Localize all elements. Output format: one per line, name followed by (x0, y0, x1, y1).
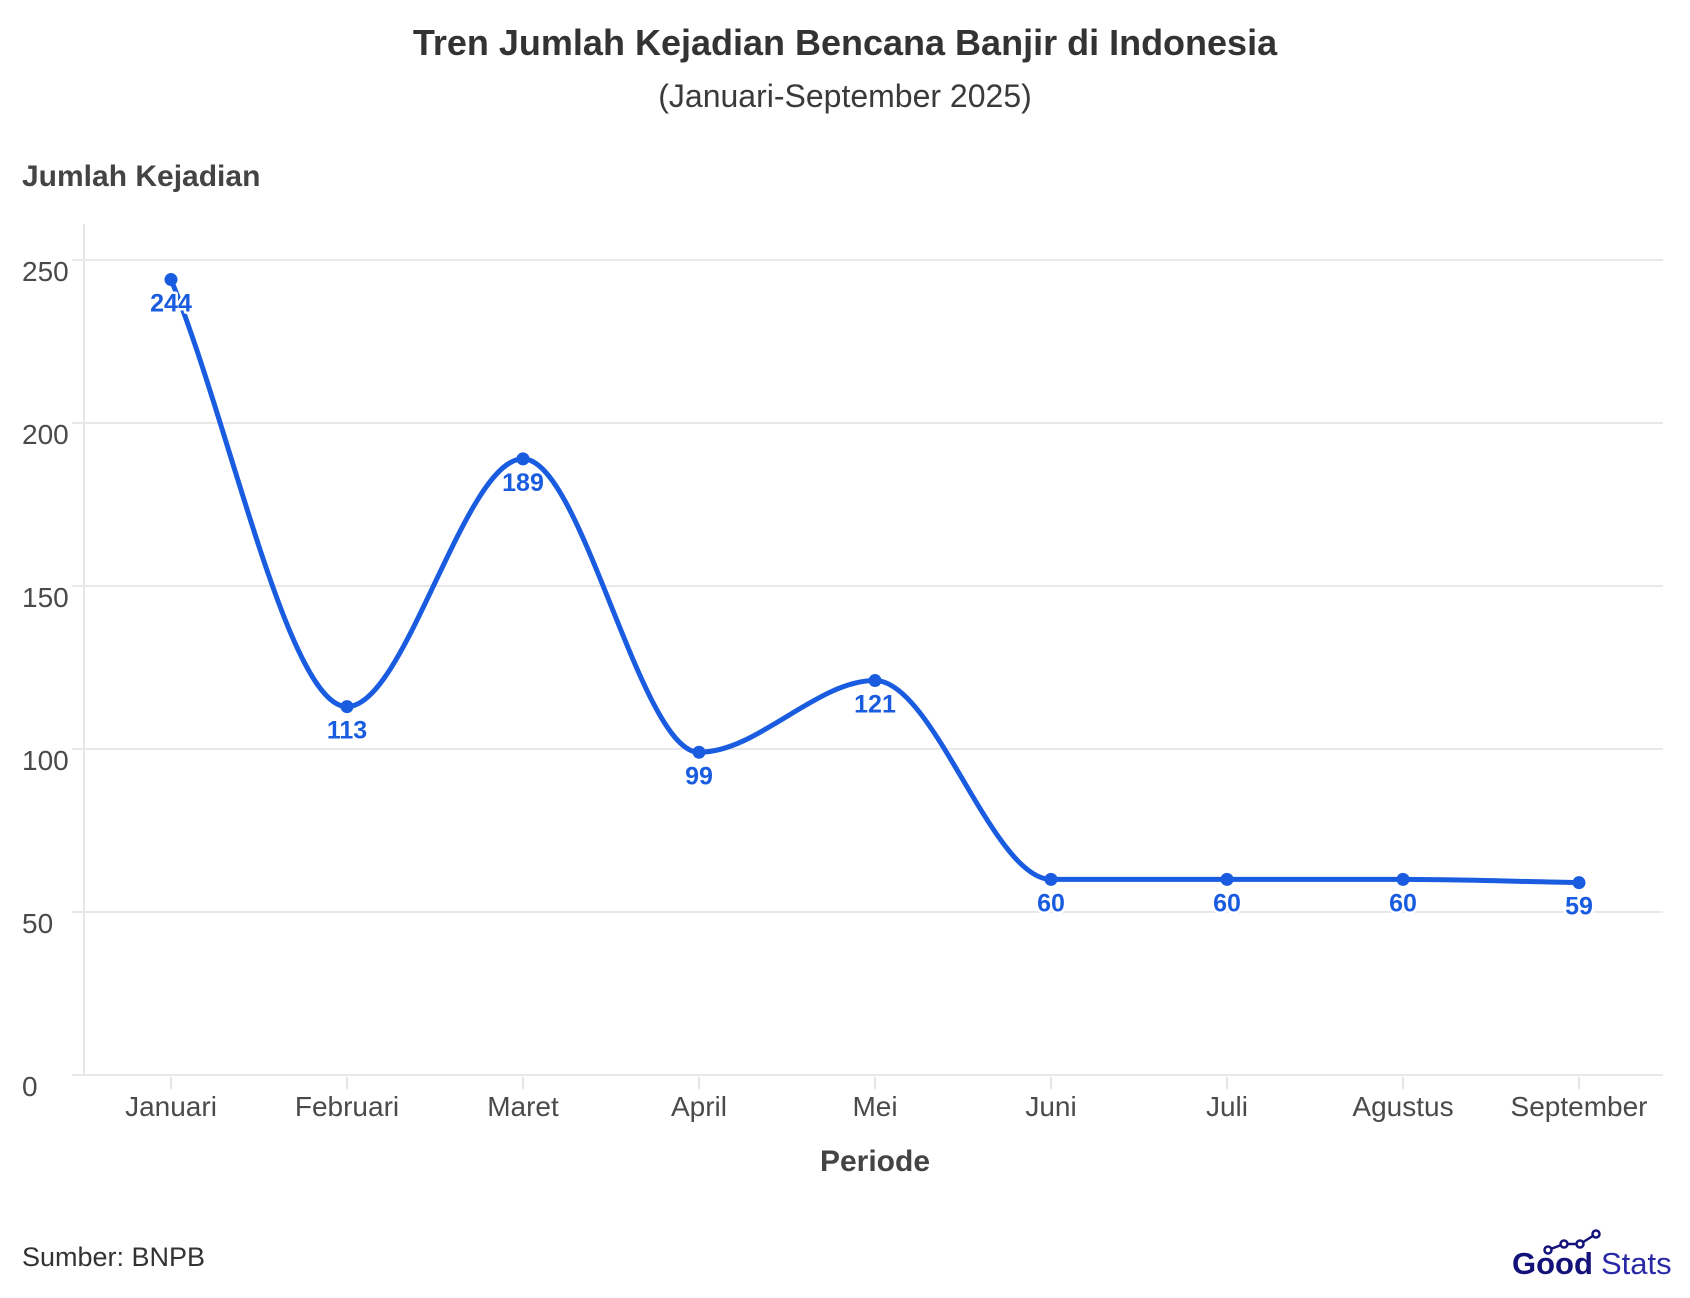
data-label: 59 (1565, 893, 1593, 921)
y-tick-label: 250 (22, 256, 69, 287)
source-note: Sumber: BNPB (22, 1242, 206, 1272)
data-label-halo: 113 (327, 717, 367, 745)
x-axis-label: Periode (819, 1145, 931, 1178)
y-tick-label: 50 (22, 908, 53, 939)
goodstats-logo: Good Stats (1512, 1228, 1682, 1281)
data-label: 113 (327, 717, 367, 745)
data-label: 121 (854, 691, 896, 719)
x-tick-label: Februari (295, 1091, 399, 1122)
y-axis-ticks: 0 50 100 150 200 250 (22, 256, 69, 1102)
data-point (164, 273, 178, 287)
data-label: 189 (502, 469, 544, 497)
x-tick-label: Juli (1206, 1091, 1248, 1122)
data-label: 60 (1213, 889, 1241, 917)
data-point (1572, 876, 1586, 890)
y-tick-label: 150 (22, 582, 69, 613)
data-point (1044, 872, 1058, 886)
logo-graph-icon: Good Stats (1512, 1229, 1672, 1281)
data-label-halo: 60 (1389, 889, 1417, 917)
x-tick-label: Juni (1025, 1091, 1076, 1122)
data-label-halo: 121 (854, 691, 896, 719)
data-point (692, 745, 706, 759)
data-label: 60 (1037, 889, 1065, 917)
x-tick-label: April (671, 1091, 727, 1122)
data-label-halo: 60 (1213, 889, 1241, 917)
data-label-halo: 189 (502, 469, 544, 497)
data-label-halo: 59 (1565, 893, 1593, 921)
data-label: 244 (150, 290, 192, 318)
gridlines (72, 224, 1663, 1076)
x-tick-label: September (1511, 1091, 1648, 1122)
data-point (868, 674, 882, 688)
x-tick-label: Januari (125, 1091, 217, 1122)
chart-title: Tren Jumlah Kejadian Bencana Banjir di I… (412, 22, 1278, 63)
y-tick-label: 200 (22, 419, 69, 450)
data-points (164, 273, 1586, 890)
data-label: 60 (1389, 889, 1417, 917)
y-tick-label: 0 (22, 1071, 38, 1102)
svg-text:Stats: Stats (1601, 1246, 1672, 1278)
x-tick-label: Agustus (1352, 1091, 1453, 1122)
data-point (516, 452, 530, 466)
x-axis-ticks: Januari Februari Maret April Mei Juni Juli Agus… (125, 1077, 1647, 1122)
chart-subtitle: (Januari-September 2025) (658, 78, 1032, 114)
data-line (168, 277, 1582, 886)
svg-text:Good: Good (1512, 1246, 1593, 1278)
x-tick-label: Maret (487, 1091, 559, 1122)
data-point (1220, 872, 1234, 886)
data-point (340, 700, 354, 714)
data-label-halo: 60 (1037, 889, 1065, 917)
y-tick-label: 100 (22, 745, 69, 776)
data-label: 99 (685, 762, 713, 790)
x-tick-label: Mei (852, 1091, 897, 1122)
data-label-halo: 244 (150, 290, 192, 318)
data-label-halo: 99 (685, 762, 713, 790)
y-axis-label: Jumlah Kejadian (22, 160, 261, 193)
data-point (1396, 872, 1410, 886)
